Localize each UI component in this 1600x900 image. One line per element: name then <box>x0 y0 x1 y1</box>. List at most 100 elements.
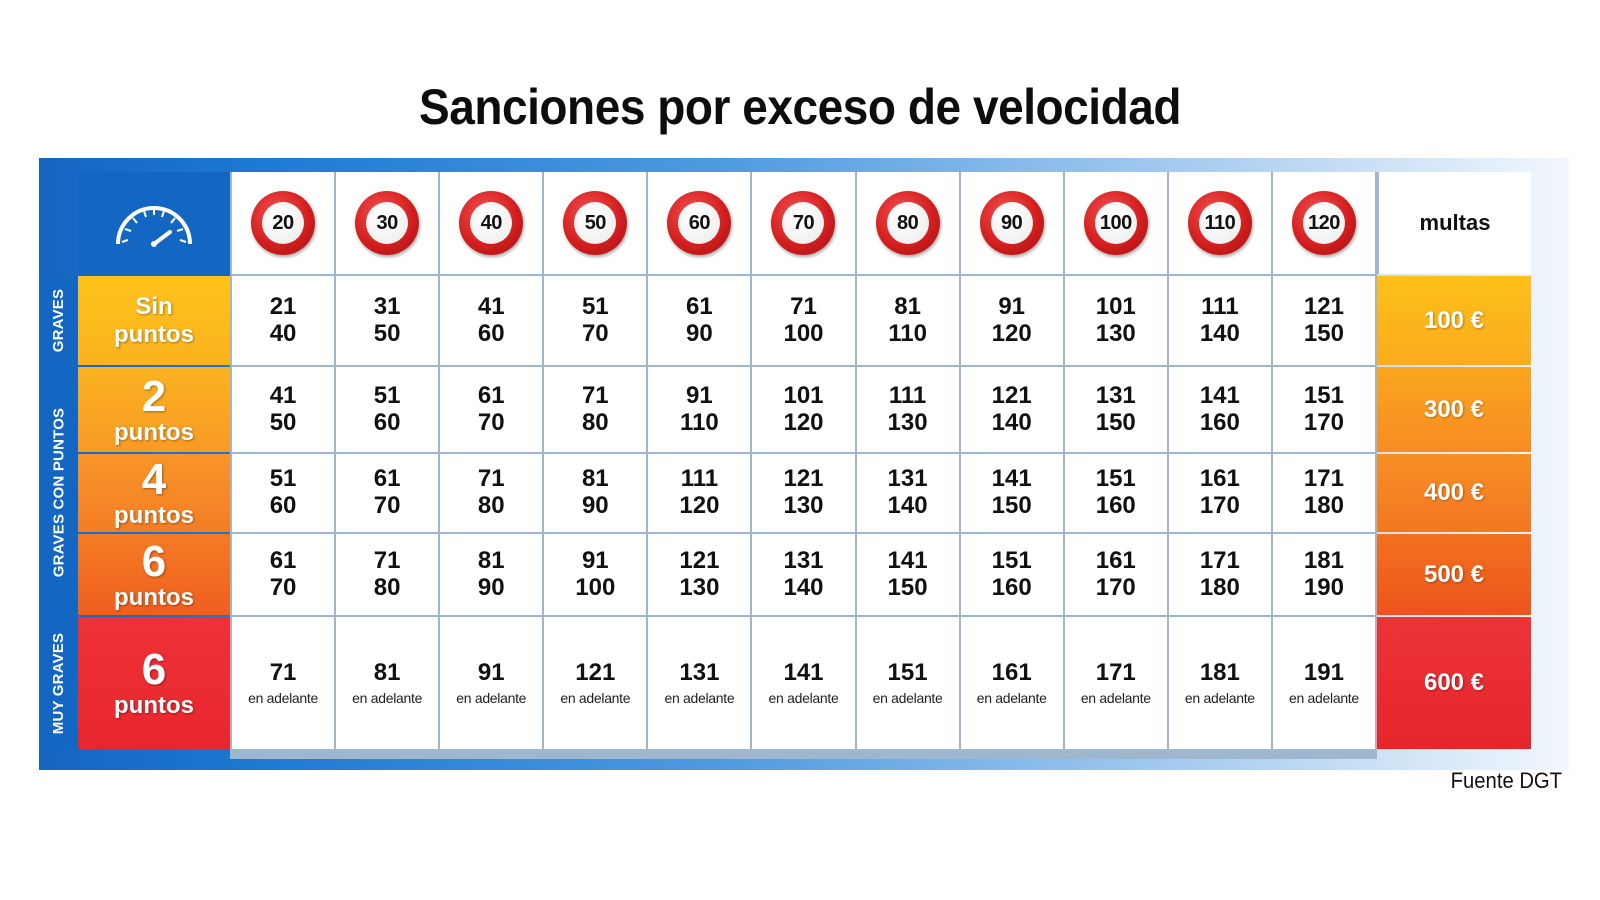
speed-range-cell: 101 120 <box>752 367 855 452</box>
range-to: 80 <box>373 573 401 601</box>
speed-range-cell: 161 170 <box>1064 534 1167 615</box>
speed-range-cell: 51 70 <box>544 276 647 365</box>
speed-range-cell: 161 170 <box>1168 454 1271 532</box>
speed-range-cell: 141 160 <box>1168 367 1271 452</box>
speed-range-cell: 131 140 <box>856 454 959 532</box>
range-to: en adelante <box>976 689 1047 706</box>
speed-range-cell: 81 90 <box>440 534 543 615</box>
speed-limit-value: 120 <box>1302 202 1345 244</box>
range-to: 70 <box>581 319 609 347</box>
range-from: 131 <box>783 546 824 574</box>
range-to: en adelante <box>1289 689 1359 706</box>
speed-range-cell: 81 en adelante <box>336 617 439 749</box>
fine-amount: 100 € <box>1377 276 1531 365</box>
points-unit: puntos <box>114 418 194 446</box>
range-to: 160 <box>1199 408 1240 436</box>
range-from: 21 <box>269 292 297 320</box>
category-label: GRAVES <box>41 276 77 365</box>
speed-limit-value: 50 <box>574 202 617 244</box>
points-label: Sin puntos <box>78 276 230 365</box>
fines-header: multas <box>1377 172 1531 274</box>
speed-limit-sign-icon: 90 <box>979 191 1044 255</box>
speed-range-cell: 71 en adelante <box>232 617 335 749</box>
speed-range-cell: 51 60 <box>232 454 335 532</box>
speed-limit-sign-icon: 110 <box>1187 191 1252 255</box>
range-from: 61 <box>686 292 713 320</box>
range-to: 90 <box>686 319 713 347</box>
range-to: 180 <box>1199 573 1240 601</box>
range-from: 181 <box>1199 658 1240 686</box>
range-from: 71 <box>477 465 505 493</box>
range-to: 150 <box>887 573 928 601</box>
points-label: 2 puntos <box>78 367 230 452</box>
range-to: 150 <box>1095 408 1136 436</box>
range-to: 120 <box>991 319 1032 347</box>
range-from: 151 <box>1303 381 1344 409</box>
chart-title: Sanciones por exceso de velocidad <box>418 79 1182 135</box>
fine-amount: 600 € <box>1377 617 1531 749</box>
range-to: en adelante <box>664 689 735 706</box>
speed-range-cell: 161 en adelante <box>960 617 1063 749</box>
speed-range-cell: 191 en adelante <box>1272 617 1375 749</box>
range-from: 71 <box>581 381 609 409</box>
range-from: 101 <box>783 381 824 409</box>
range-to: 140 <box>887 492 928 519</box>
speed-range-cell: 141 150 <box>856 534 959 615</box>
range-to: 130 <box>783 492 824 519</box>
range-to: 140 <box>783 573 824 601</box>
speed-limit-header: 20 <box>232 172 335 274</box>
points-unit: puntos <box>114 502 194 529</box>
points-unit: puntos <box>114 583 194 611</box>
range-from: 151 <box>1095 465 1136 493</box>
points-value: 4 <box>141 455 167 504</box>
category-label-text: GRAVES <box>50 288 68 353</box>
range-from: 161 <box>1095 546 1136 574</box>
speed-range-cell: 171 180 <box>1272 454 1375 532</box>
points-value: 6 <box>141 536 167 586</box>
speed-limit-value: 100 <box>1094 202 1137 244</box>
speed-limit-sign-icon: 50 <box>563 191 628 255</box>
speed-range-cell: 151 160 <box>960 534 1063 615</box>
speed-limit-value: 110 <box>1198 202 1241 244</box>
speed-limit-header: 70 <box>752 172 855 274</box>
speed-limit-sign-icon: 40 <box>459 191 524 255</box>
range-from: 91 <box>998 292 1026 320</box>
speed-range-cell: 61 70 <box>440 367 543 452</box>
range-to: en adelante <box>768 689 839 706</box>
range-from: 121 <box>991 381 1032 409</box>
range-from: 171 <box>1095 658 1136 686</box>
speed-limit-header: 30 <box>336 172 439 274</box>
speed-range-cell: 181 190 <box>1272 534 1375 615</box>
speed-range-cell: 171 en adelante <box>1064 617 1167 749</box>
range-to: 130 <box>679 573 720 601</box>
points-unit: puntos <box>114 692 194 719</box>
category-label: GRAVES CON PUNTOS <box>41 367 77 617</box>
range-from: 151 <box>991 546 1032 574</box>
range-from: 111 <box>888 381 927 409</box>
speed-range-cell: 131 140 <box>752 534 855 615</box>
speed-range-cell: 131 en adelante <box>648 617 751 749</box>
speed-range-cell: 121 130 <box>648 534 751 615</box>
speed-limit-value: 30 <box>366 202 409 244</box>
speed-range-cell: 21 40 <box>232 276 335 365</box>
range-from: 121 <box>783 465 824 493</box>
range-to: 130 <box>1095 319 1136 347</box>
range-from: 161 <box>991 658 1032 686</box>
fine-amount: 300 € <box>1377 367 1531 452</box>
points-value: Sin <box>135 292 173 320</box>
speed-range-cell: 121 130 <box>752 454 855 532</box>
range-from: 111 <box>680 465 719 493</box>
range-from: 91 <box>477 658 505 686</box>
range-to: 150 <box>991 492 1032 519</box>
range-to: en adelante <box>352 689 423 706</box>
speed-range-cell: 111 130 <box>856 367 959 452</box>
range-to: 70 <box>373 492 401 519</box>
range-to: 80 <box>477 492 505 519</box>
speed-range-cell: 121 140 <box>960 367 1063 452</box>
speed-limit-header: 100 <box>1064 172 1167 274</box>
speed-range-cell: 151 170 <box>1272 367 1375 452</box>
range-from: 51 <box>269 465 297 493</box>
speed-limit-value: 60 <box>678 202 721 244</box>
range-from: 81 <box>477 546 505 574</box>
range-to: en adelante <box>560 689 631 706</box>
